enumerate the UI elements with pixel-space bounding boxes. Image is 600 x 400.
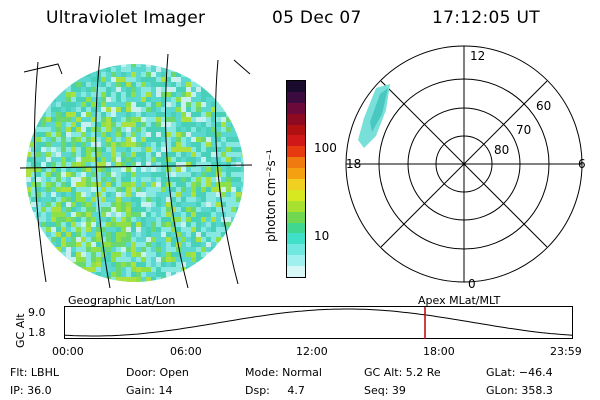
status-glon: GLon: 358.3 (486, 384, 553, 397)
mlt-label-12: 12 (470, 49, 485, 63)
timeline-ytick-bottom: 1.8 (28, 326, 46, 339)
status-gc-alt: GC Alt: 5.2 Re (364, 366, 441, 379)
timeline-axis-label: GC Alt (14, 313, 27, 348)
timeline-xtick-0600: 06:00 (170, 345, 202, 358)
mlat-label-60: 60 (536, 99, 551, 113)
status-seq: Seq: 39 (364, 384, 406, 397)
mlt-label-18: 18 (346, 157, 361, 171)
mlt-label-0: 0 (468, 277, 476, 291)
timeline-xtick-1200: 12:00 (296, 345, 328, 358)
status-door: Door: Open (126, 366, 189, 379)
timeline-xtick-1800: 18:00 (423, 345, 455, 358)
colorbar-tick-100: 100 (314, 141, 337, 155)
status-gain: Gain: 14 (126, 384, 173, 397)
timeline-ytick-top: 9.0 (28, 306, 46, 319)
time-label: 17:12:05 UT (432, 8, 540, 28)
latlon-grid (19, 53, 253, 289)
mlat-label-70: 70 (516, 123, 531, 137)
date-label: 05 Dec 07 (272, 8, 362, 28)
mlat-label-80: 80 (494, 143, 509, 157)
status-dsp: Dsp: 4.7 (245, 384, 305, 397)
timeline-xtick-0000: 00:00 (52, 345, 84, 358)
instrument-title: Ultraviolet Imager (46, 8, 206, 28)
right-plot-caption: Apex MLat/MLT (418, 294, 501, 307)
colorbar-tick-10: 10 (314, 229, 330, 243)
status-glat: GLat: −46.4 (486, 366, 553, 379)
colorbar-unit-label: photon cm⁻²s⁻¹ (264, 149, 278, 242)
status-mode: Mode: Normal (245, 366, 322, 379)
polar-plot: 12 6 0 18 60 70 80 (345, 45, 586, 291)
geographic-image (19, 53, 253, 289)
status-ip: IP: 36.0 (10, 384, 52, 397)
altitude-timeline (64, 306, 573, 339)
timeline-xtick-2359: 23:59 (550, 345, 582, 358)
colorbar (286, 80, 306, 278)
status-filter: Flt: LBHL (10, 366, 59, 379)
mlt-label-6: 6 (578, 157, 586, 171)
left-map-caption: Geographic Lat/Lon (68, 294, 176, 307)
